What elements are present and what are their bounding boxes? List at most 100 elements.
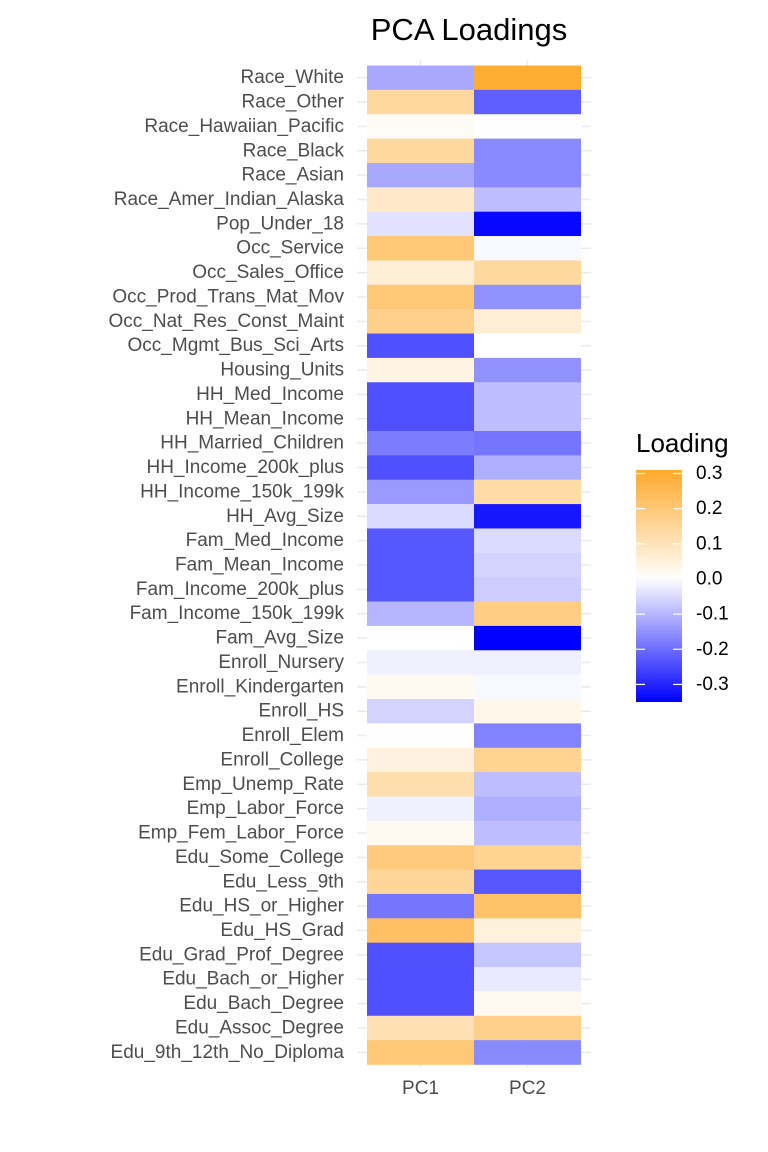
heatmap-cell-occ-nat-res-const-maint-pc2	[474, 309, 581, 334]
heatmap-cell-edu-hs-grad-pc1	[367, 918, 474, 943]
y-tick-label: Occ_Sales_Office	[192, 262, 344, 283]
x-tick-label: PC2	[509, 1078, 546, 1099]
y-tick-label: HH_Avg_Size	[226, 506, 344, 527]
legend-ticks: 0.3 0.2 0.1 0.0 -0.1 -0.2 -0.3	[636, 463, 729, 695]
y-tick-label: Edu_Grad_Prof_Degree	[139, 944, 344, 965]
y-tick-label: Occ_Service	[236, 238, 344, 259]
heatmap-cell-edu-hs-grad-pc2	[474, 918, 581, 943]
heatmap-cell-enroll-hs-pc1	[367, 699, 474, 724]
heatmap-cell-enroll-college-pc2	[474, 747, 581, 773]
y-tick-labels: Race_White Race_Other Race_Hawaiian_Pacifi…	[109, 67, 345, 1063]
heatmap-cell-emp-labor-force-pc1	[367, 796, 474, 822]
legend-tick-label: -0.2	[696, 639, 729, 660]
heatmap-cell-enroll-college-pc1	[367, 747, 474, 773]
y-tick-label: Occ_Nat_Res_Const_Maint	[109, 311, 345, 332]
heatmap-cell-hh-avg-size-pc1	[367, 504, 474, 529]
heatmap-cell-hh-med-income-pc2	[474, 382, 581, 407]
y-tick-label: HH_Med_Income	[196, 384, 344, 405]
heatmap-cell-race-hawaiian-pacific-pc2	[474, 114, 581, 139]
y-tick-label: Edu_Less_9th	[223, 871, 345, 892]
heatmap-cell-enroll-hs-pc2	[474, 699, 581, 724]
heatmap-cell-edu-some-college-pc2	[474, 845, 581, 870]
heatmap-cell-hh-mean-income-pc1	[367, 406, 474, 432]
y-tick-label: Fam_Med_Income	[186, 530, 344, 551]
heatmap-cell-emp-labor-force-pc2	[474, 796, 581, 822]
y-tick-label: Race_Amer_Indian_Alaska	[114, 189, 345, 210]
heatmap-cell-race-hawaiian-pacific-pc1	[367, 114, 474, 139]
heatmap-cell-race-other-pc1	[367, 89, 474, 115]
y-tick-label: Housing_Units	[220, 360, 344, 381]
legend-colorbar	[636, 470, 682, 702]
heatmap-cell-edu-9th-12th-no-diploma-pc1	[367, 1040, 474, 1065]
heatmap-cell-fam-med-income-pc2	[474, 528, 581, 554]
y-tick-label: Edu_HS_or_Higher	[179, 896, 344, 917]
heatmap-cell-fam-income-200k-plus-pc1	[367, 577, 474, 602]
heatmap-cell-hh-income-150k-199k-pc1	[367, 479, 474, 505]
heatmap-cell-fam-income-150k-199k-pc1	[367, 601, 474, 627]
heatmap-cell-hh-income-150k-199k-pc2	[474, 479, 581, 505]
x-tick-labels: PC1 PC2	[402, 1078, 546, 1099]
heatmap-cell-edu-bach-or-higher-pc1	[367, 967, 474, 992]
y-tick-label: HH_Mean_Income	[186, 408, 344, 429]
heatmap-cell-edu-assoc-degree-pc2	[474, 1015, 581, 1041]
heatmap-cells	[367, 65, 581, 1065]
y-tick-label: Edu_Some_College	[175, 847, 344, 868]
heatmap-cell-race-amer-indian-alaska-pc2	[474, 187, 581, 212]
heatmap-cell-hh-married-children-pc2	[474, 430, 581, 456]
heatmap-cell-race-other-pc2	[474, 89, 581, 115]
legend: Loading 0.3 0.2 0.1 0.0 -0.1 -0.2 -0.3	[636, 428, 729, 702]
y-tick-label: HH_Married_Children	[160, 433, 344, 454]
legend-tick-label: -0.1	[696, 604, 729, 625]
heatmap-cell-race-black-pc2	[474, 138, 581, 164]
y-tick-label: Emp_Labor_Force	[187, 798, 344, 819]
y-tick-label: Enroll_Kindergarten	[176, 676, 344, 697]
heatmap-cell-emp-fem-labor-force-pc2	[474, 820, 581, 846]
heatmap-cell-edu-hs-or-higher-pc2	[474, 893, 581, 919]
heatmap-cell-emp-fem-labor-force-pc1	[367, 820, 474, 846]
y-tick-label: Enroll_College	[220, 749, 344, 770]
heatmap-cell-occ-service-pc1	[367, 236, 474, 261]
heatmap-cell-race-white-pc2	[474, 65, 581, 91]
heatmap-cell-enroll-kindergarten-pc1	[367, 674, 474, 700]
y-tick-label: Fam_Mean_Income	[175, 555, 344, 576]
heatmap-cell-housing-units-pc1	[367, 357, 474, 383]
heatmap-cell-fam-income-150k-199k-pc2	[474, 601, 581, 627]
heatmap-cell-edu-less-9th-pc2	[474, 869, 581, 895]
chart-title: PCA Loadings	[371, 12, 567, 47]
heatmap-cell-edu-bach-degree-pc1	[367, 991, 474, 1017]
heatmap-cell-hh-income-200k-plus-pc1	[367, 455, 474, 481]
heatmap-cell-edu-9th-12th-no-diploma-pc2	[474, 1040, 581, 1065]
y-tick-label: Edu_Assoc_Degree	[175, 1017, 344, 1038]
heatmap-cell-hh-med-income-pc1	[367, 382, 474, 407]
heatmap-cell-enroll-elem-pc1	[367, 723, 474, 749]
heatmap-cell-hh-income-200k-plus-pc2	[474, 455, 581, 481]
heatmap-cell-race-white-pc1	[367, 65, 474, 91]
legend-tick-label: -0.3	[696, 674, 729, 695]
heatmap-cell-hh-avg-size-pc2	[474, 504, 581, 529]
y-tick-label: Pop_Under_18	[216, 213, 344, 234]
heatmap-cell-pop-under-18-pc2	[474, 211, 581, 237]
heatmap-cell-pop-under-18-pc1	[367, 211, 474, 237]
heatmap-cell-edu-less-9th-pc1	[367, 869, 474, 895]
heatmap-cell-fam-income-200k-plus-pc2	[474, 577, 581, 602]
heatmap-cell-fam-mean-income-pc1	[367, 552, 474, 578]
heatmap-cell-emp-unemp-rate-pc1	[367, 772, 474, 797]
heatmap-cell-fam-avg-size-pc2	[474, 625, 581, 651]
legend-tick-label: 0.1	[696, 533, 722, 554]
y-tick-label: Race_Hawaiian_Pacific	[144, 116, 344, 137]
x-tick-label: PC1	[402, 1078, 439, 1099]
heatmap-cell-hh-mean-income-pc2	[474, 406, 581, 432]
heatmap-cell-edu-grad-prof-degree-pc1	[367, 942, 474, 968]
heatmap-cell-occ-sales-office-pc1	[367, 260, 474, 286]
heatmap-cell-emp-unemp-rate-pc2	[474, 772, 581, 797]
heatmap-cell-housing-units-pc2	[474, 357, 581, 383]
legend-tick-label: 0.0	[696, 568, 722, 589]
legend-title: Loading	[636, 428, 729, 458]
y-tick-label: HH_Income_150k_199k	[140, 481, 344, 502]
legend-tick-label: 0.3	[696, 463, 722, 484]
heatmap-cell-race-amer-indian-alaska-pc1	[367, 187, 474, 212]
y-tick-label: Edu_9th_12th_No_Diploma	[111, 1042, 345, 1063]
heatmap-cell-edu-bach-or-higher-pc2	[474, 967, 581, 992]
y-tick-label: Race_Black	[243, 140, 345, 161]
heatmap-cell-occ-mgmt-bus-sci-arts-pc1	[367, 333, 474, 359]
